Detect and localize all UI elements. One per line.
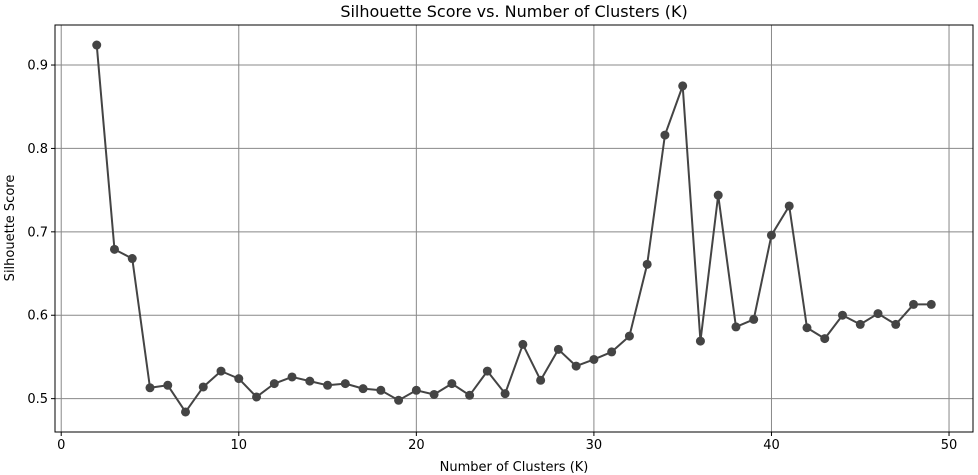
series-layer (92, 40, 936, 417)
data-point (500, 389, 510, 399)
data-point (695, 336, 705, 346)
data-point (465, 390, 475, 400)
plot-area-frame (54, 24, 974, 433)
x-tick-label: 0 (57, 438, 65, 453)
data-point (589, 354, 599, 364)
data-point (891, 319, 901, 329)
data-point (163, 380, 173, 390)
data-point (607, 347, 617, 357)
data-point (553, 344, 563, 354)
data-point (802, 323, 812, 333)
data-point (536, 375, 546, 385)
data-point (749, 314, 759, 324)
chart-title: Silhouette Score vs. Number of Clusters … (340, 2, 687, 21)
y-tick-label: 0.9 (27, 59, 48, 74)
x-tick-label: 20 (408, 438, 425, 453)
x-axis-label: Number of Clusters (K) (440, 460, 589, 475)
data-point (394, 395, 404, 405)
data-point (127, 254, 137, 264)
data-point (181, 407, 191, 417)
data-point (216, 366, 226, 376)
data-point (234, 374, 244, 384)
data-point (678, 81, 688, 91)
data-point (252, 392, 262, 402)
data-point (145, 383, 155, 393)
x-tick-label: 30 (586, 438, 603, 453)
data-point (323, 380, 333, 390)
grid (55, 25, 973, 432)
data-point (411, 385, 421, 395)
data-point (766, 230, 776, 240)
y-tick-label: 0.8 (27, 142, 48, 157)
x-tick-label: 10 (231, 438, 248, 453)
data-point (518, 339, 528, 349)
ticks: 0 10 20 30 40 50 0.5 0.6 0.7 0.8 0.9 (27, 59, 957, 453)
data-point (429, 389, 439, 399)
data-point (820, 334, 830, 344)
data-point (855, 319, 865, 329)
data-point (784, 201, 794, 211)
data-point (642, 259, 652, 269)
data-point (873, 309, 883, 319)
data-point (376, 385, 386, 395)
data-point (909, 299, 919, 309)
data-point (482, 366, 492, 376)
data-point (926, 299, 936, 309)
data-point (731, 322, 741, 332)
data-point (624, 331, 634, 341)
data-point (358, 384, 368, 394)
y-tick-label: 0.6 (27, 309, 48, 324)
data-point (340, 379, 350, 389)
data-point (447, 379, 457, 389)
data-point (92, 40, 102, 50)
data-point (269, 379, 279, 389)
data-point (109, 244, 119, 254)
series-line (95, 44, 932, 413)
y-axis-label: Silhouette Score (3, 175, 18, 282)
data-point (837, 310, 847, 320)
data-point (571, 361, 581, 371)
x-tick-label: 50 (941, 438, 958, 453)
y-tick-label: 0.7 (27, 225, 48, 240)
y-tick-label: 0.5 (27, 392, 48, 407)
data-point (713, 190, 723, 200)
data-point (198, 382, 208, 392)
data-point (305, 376, 315, 386)
x-tick-label: 40 (763, 438, 780, 453)
data-point (287, 372, 297, 382)
data-point (660, 130, 670, 140)
